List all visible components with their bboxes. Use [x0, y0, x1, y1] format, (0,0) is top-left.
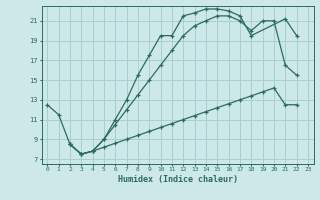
X-axis label: Humidex (Indice chaleur): Humidex (Indice chaleur): [118, 175, 237, 184]
